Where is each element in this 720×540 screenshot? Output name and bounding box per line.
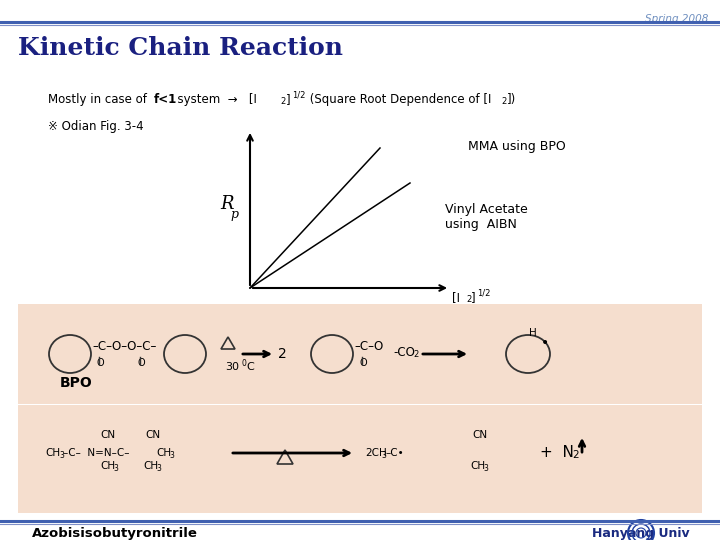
Text: Mostly in case of: Mostly in case of — [48, 93, 154, 106]
Text: BPO: BPO — [60, 376, 93, 390]
Text: ※ Odian Fig. 3-4: ※ Odian Fig. 3-4 — [48, 120, 143, 133]
Text: CN: CN — [145, 430, 161, 440]
Text: –C•: –C• — [386, 448, 405, 458]
Text: 2: 2 — [501, 97, 506, 106]
Text: ]: ] — [471, 291, 476, 304]
Text: O: O — [359, 358, 366, 368]
Text: 3: 3 — [169, 451, 174, 460]
Text: 30: 30 — [225, 362, 239, 372]
Text: CH: CH — [45, 448, 60, 458]
Text: 1/2: 1/2 — [292, 90, 305, 99]
Text: 2CH: 2CH — [365, 448, 387, 458]
Text: •: • — [541, 336, 549, 350]
Text: ]: ] — [286, 93, 291, 106]
Text: MMA using BPO: MMA using BPO — [468, 140, 566, 153]
Text: Azobisisobutyronitrile: Azobisisobutyronitrile — [32, 526, 198, 539]
Text: 1/2: 1/2 — [477, 288, 490, 297]
Text: CH: CH — [156, 448, 171, 458]
Text: CH: CH — [470, 461, 485, 471]
Text: R: R — [220, 195, 233, 213]
Text: 0: 0 — [241, 359, 246, 368]
Text: Hanyang Univ: Hanyang Univ — [593, 526, 690, 539]
Text: 3: 3 — [381, 451, 386, 460]
Text: CH: CH — [143, 461, 158, 471]
Text: 2: 2 — [466, 295, 472, 304]
Text: 3: 3 — [113, 464, 118, 473]
Text: -CO: -CO — [393, 346, 415, 359]
Text: ]): ]) — [507, 93, 516, 106]
Text: 2: 2 — [280, 97, 285, 106]
Text: 3: 3 — [483, 464, 488, 473]
Text: 3: 3 — [59, 451, 64, 460]
Text: using  AIBN: using AIBN — [445, 218, 517, 231]
Text: p: p — [230, 208, 238, 221]
Text: O: O — [96, 358, 104, 368]
Text: –C–O: –C–O — [354, 341, 383, 354]
Text: CN: CN — [100, 430, 116, 440]
Bar — [18, 304, 702, 404]
Text: C: C — [246, 362, 253, 372]
Text: 2: 2 — [278, 347, 287, 361]
Text: O: O — [138, 358, 145, 368]
Text: Spring 2008: Spring 2008 — [644, 14, 708, 24]
Text: +  N: + N — [540, 445, 574, 460]
Text: CH: CH — [100, 461, 115, 471]
Text: –C–  N=N–C–: –C– N=N–C– — [63, 448, 130, 458]
Bar — [18, 405, 702, 513]
Text: 2: 2 — [572, 450, 579, 460]
Text: Vinyl Acetate: Vinyl Acetate — [445, 203, 528, 216]
Text: system  →   [I: system → [I — [170, 93, 257, 106]
Text: Kinetic Chain Reaction: Kinetic Chain Reaction — [18, 36, 343, 60]
Text: [I: [I — [452, 291, 460, 304]
Text: CN: CN — [472, 430, 487, 440]
Text: (Square Root Dependence of [I: (Square Root Dependence of [I — [306, 93, 491, 106]
Text: –C–O–O–C–: –C–O–O–C– — [92, 341, 156, 354]
Text: H: H — [529, 328, 536, 338]
Text: 2: 2 — [413, 350, 418, 359]
Text: f<1: f<1 — [154, 93, 177, 106]
Text: 3: 3 — [156, 464, 161, 473]
